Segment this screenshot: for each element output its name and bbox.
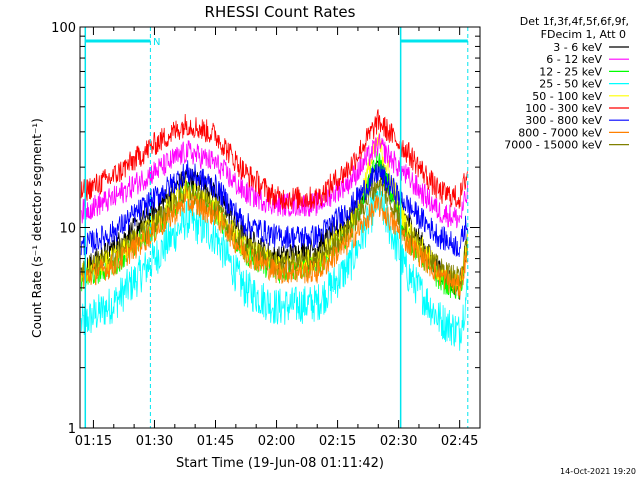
legend-header-line-1: Det 1f,3f,4f,5f,6f,9f, bbox=[520, 15, 629, 28]
series-line-6 bbox=[80, 160, 468, 258]
series-line-7 bbox=[80, 187, 468, 299]
series-layer bbox=[80, 109, 468, 351]
x-tick-label-6: 02:45 bbox=[441, 434, 478, 449]
legend-label-4: 50 - 100 keV bbox=[532, 90, 602, 103]
x-tick-label-0: 01:15 bbox=[75, 434, 112, 449]
chart-title: RHESSI Count Rates bbox=[205, 3, 356, 21]
legend-label-8: 7000 - 15000 keV bbox=[504, 139, 602, 152]
y-axis-label: Count Rate (s⁻¹ detector segment⁻¹) bbox=[30, 118, 44, 338]
legend-label-6: 300 - 800 keV bbox=[525, 114, 602, 127]
legend-label-3: 25 - 50 keV bbox=[539, 78, 602, 91]
x-tick-label-2: 01:45 bbox=[197, 434, 234, 449]
x-tick-label-1: 01:30 bbox=[136, 434, 173, 449]
annotation-n: N bbox=[153, 37, 160, 48]
x-tick-label-5: 02:30 bbox=[380, 434, 417, 449]
series-line-8 bbox=[80, 172, 468, 289]
x-axis-label: Start Time (19-Jun-08 01:11:42) bbox=[176, 456, 384, 471]
legend-header-line-2: FDecim 1, Att 0 bbox=[541, 28, 626, 41]
legend-label-5: 100 - 300 keV bbox=[525, 102, 602, 115]
x-tick-label-4: 02:15 bbox=[319, 434, 356, 449]
legend-label-7: 800 - 7000 keV bbox=[518, 126, 602, 139]
legend-label-1: 6 - 12 keV bbox=[546, 53, 602, 66]
footer-timestamp: 14-Oct-2021 19:20 bbox=[560, 467, 636, 476]
series-7 bbox=[80, 187, 468, 299]
series-8 bbox=[80, 172, 468, 289]
y-tick-label-2: 100 bbox=[51, 21, 76, 36]
legend-label-0: 3 - 6 keV bbox=[553, 41, 602, 54]
series-3 bbox=[80, 183, 468, 351]
series-line-5 bbox=[80, 109, 468, 210]
axis-layer: 01:15 01:30 01:45 02:00 02:15 02:30 02:45 1 10 10… bbox=[51, 21, 481, 449]
y-tick-label-1: 10 bbox=[59, 222, 76, 237]
series-line-3 bbox=[80, 183, 468, 351]
x-tick-label-3: 02:00 bbox=[258, 434, 295, 449]
y-tick-label-0: 1 bbox=[68, 422, 76, 437]
legend-label-2: 12 - 25 keV bbox=[539, 65, 602, 78]
series-6 bbox=[80, 160, 468, 258]
series-5 bbox=[80, 109, 468, 210]
legend: Det 1f,3f,4f,5f,6f,9f, FDecim 1, Att 0 3… bbox=[504, 15, 629, 152]
